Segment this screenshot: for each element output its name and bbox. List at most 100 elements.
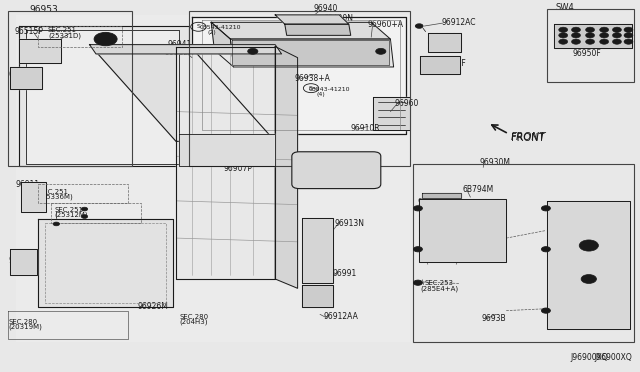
Circle shape bbox=[53, 222, 60, 226]
Text: 96913N: 96913N bbox=[335, 219, 365, 228]
Polygon shape bbox=[422, 193, 461, 198]
Circle shape bbox=[586, 33, 595, 38]
Polygon shape bbox=[90, 45, 275, 141]
Text: (20319M): (20319M) bbox=[8, 323, 42, 330]
Circle shape bbox=[586, 39, 595, 44]
Text: SEC.280: SEC.280 bbox=[179, 314, 209, 320]
Text: 9693B: 9693B bbox=[482, 314, 506, 323]
Polygon shape bbox=[19, 26, 189, 166]
Circle shape bbox=[600, 27, 609, 32]
Circle shape bbox=[572, 27, 580, 32]
Text: FRONT: FRONT bbox=[511, 133, 544, 142]
Polygon shape bbox=[179, 134, 275, 166]
Circle shape bbox=[413, 247, 422, 252]
Text: 96911: 96911 bbox=[16, 180, 40, 189]
Circle shape bbox=[579, 240, 598, 251]
Polygon shape bbox=[38, 219, 173, 307]
Circle shape bbox=[624, 33, 633, 38]
Circle shape bbox=[81, 207, 88, 211]
Text: SEC.251: SEC.251 bbox=[48, 27, 77, 33]
Circle shape bbox=[572, 33, 580, 38]
Text: (4): (4) bbox=[316, 92, 325, 97]
Text: 96912A: 96912A bbox=[164, 48, 194, 57]
Text: SEC.253: SEC.253 bbox=[425, 253, 454, 259]
Circle shape bbox=[94, 32, 117, 46]
Polygon shape bbox=[19, 39, 61, 63]
FancyBboxPatch shape bbox=[292, 152, 381, 189]
Polygon shape bbox=[302, 285, 333, 307]
Circle shape bbox=[415, 24, 423, 28]
Polygon shape bbox=[21, 182, 46, 212]
Circle shape bbox=[612, 33, 621, 38]
Text: SEC.280: SEC.280 bbox=[8, 319, 38, 325]
Text: FRONT: FRONT bbox=[511, 132, 546, 141]
Text: (25312M): (25312M) bbox=[54, 212, 88, 218]
Bar bbox=[189, 11, 410, 166]
Text: 96515P: 96515P bbox=[14, 27, 43, 36]
Polygon shape bbox=[176, 46, 275, 279]
Circle shape bbox=[541, 308, 550, 313]
Text: 96907P: 96907P bbox=[224, 164, 253, 173]
Text: (24330D): (24330D) bbox=[425, 257, 458, 264]
Polygon shape bbox=[10, 67, 42, 89]
Bar bbox=[413, 164, 634, 342]
Text: 08543-41210: 08543-41210 bbox=[200, 25, 241, 30]
Text: 6B961M: 6B961M bbox=[8, 70, 40, 79]
Circle shape bbox=[559, 33, 568, 38]
Polygon shape bbox=[420, 56, 460, 74]
Text: SW4: SW4 bbox=[556, 3, 574, 12]
Text: 96940: 96940 bbox=[314, 4, 338, 13]
Circle shape bbox=[612, 27, 621, 32]
Text: 68430N: 68430N bbox=[323, 14, 353, 23]
Text: SEC.251: SEC.251 bbox=[40, 189, 68, 195]
Polygon shape bbox=[192, 17, 406, 134]
Text: SEC.251: SEC.251 bbox=[54, 207, 83, 213]
Text: (285E4+A): (285E4+A) bbox=[420, 285, 459, 292]
Text: J96900XQ: J96900XQ bbox=[595, 353, 632, 362]
Text: (204H3): (204H3) bbox=[179, 318, 208, 325]
Circle shape bbox=[600, 39, 609, 44]
Polygon shape bbox=[428, 33, 461, 52]
Circle shape bbox=[541, 206, 550, 211]
Circle shape bbox=[99, 35, 112, 43]
Text: 96906P: 96906P bbox=[8, 256, 37, 265]
Text: 96912AA: 96912AA bbox=[324, 312, 358, 321]
Text: (25312MA): (25312MA) bbox=[581, 251, 620, 257]
Polygon shape bbox=[10, 249, 37, 275]
Text: S: S bbox=[196, 24, 200, 29]
Text: (25336M): (25336M) bbox=[40, 193, 74, 200]
Text: 96960+A: 96960+A bbox=[368, 20, 404, 29]
Text: (2): (2) bbox=[208, 30, 217, 35]
Text: 96938+A: 96938+A bbox=[294, 74, 330, 83]
Text: 96991: 96991 bbox=[332, 269, 356, 278]
Polygon shape bbox=[275, 15, 349, 24]
Bar bbox=[547, 9, 634, 82]
Circle shape bbox=[81, 215, 88, 218]
Circle shape bbox=[624, 27, 633, 32]
Text: SEC.253: SEC.253 bbox=[425, 280, 454, 286]
Polygon shape bbox=[554, 24, 632, 48]
Circle shape bbox=[413, 206, 422, 211]
Polygon shape bbox=[211, 22, 390, 39]
Text: 96950F: 96950F bbox=[437, 59, 466, 68]
Text: 96960: 96960 bbox=[395, 99, 419, 108]
Circle shape bbox=[376, 48, 386, 54]
Text: 9693B: 9693B bbox=[460, 221, 484, 230]
Circle shape bbox=[581, 275, 596, 283]
Text: 96926M: 96926M bbox=[138, 302, 168, 311]
Polygon shape bbox=[230, 39, 394, 67]
Polygon shape bbox=[302, 218, 333, 283]
Polygon shape bbox=[90, 45, 282, 54]
Text: 6B794M: 6B794M bbox=[462, 185, 493, 194]
Text: (25331D): (25331D) bbox=[48, 32, 81, 39]
Polygon shape bbox=[232, 40, 389, 65]
Circle shape bbox=[559, 39, 568, 44]
Polygon shape bbox=[285, 24, 351, 35]
Circle shape bbox=[413, 280, 422, 285]
Circle shape bbox=[600, 33, 609, 38]
Text: 96912AC: 96912AC bbox=[442, 18, 476, 27]
Circle shape bbox=[572, 39, 580, 44]
Bar bbox=[16, 15, 410, 342]
Polygon shape bbox=[211, 22, 234, 67]
Circle shape bbox=[248, 48, 258, 54]
